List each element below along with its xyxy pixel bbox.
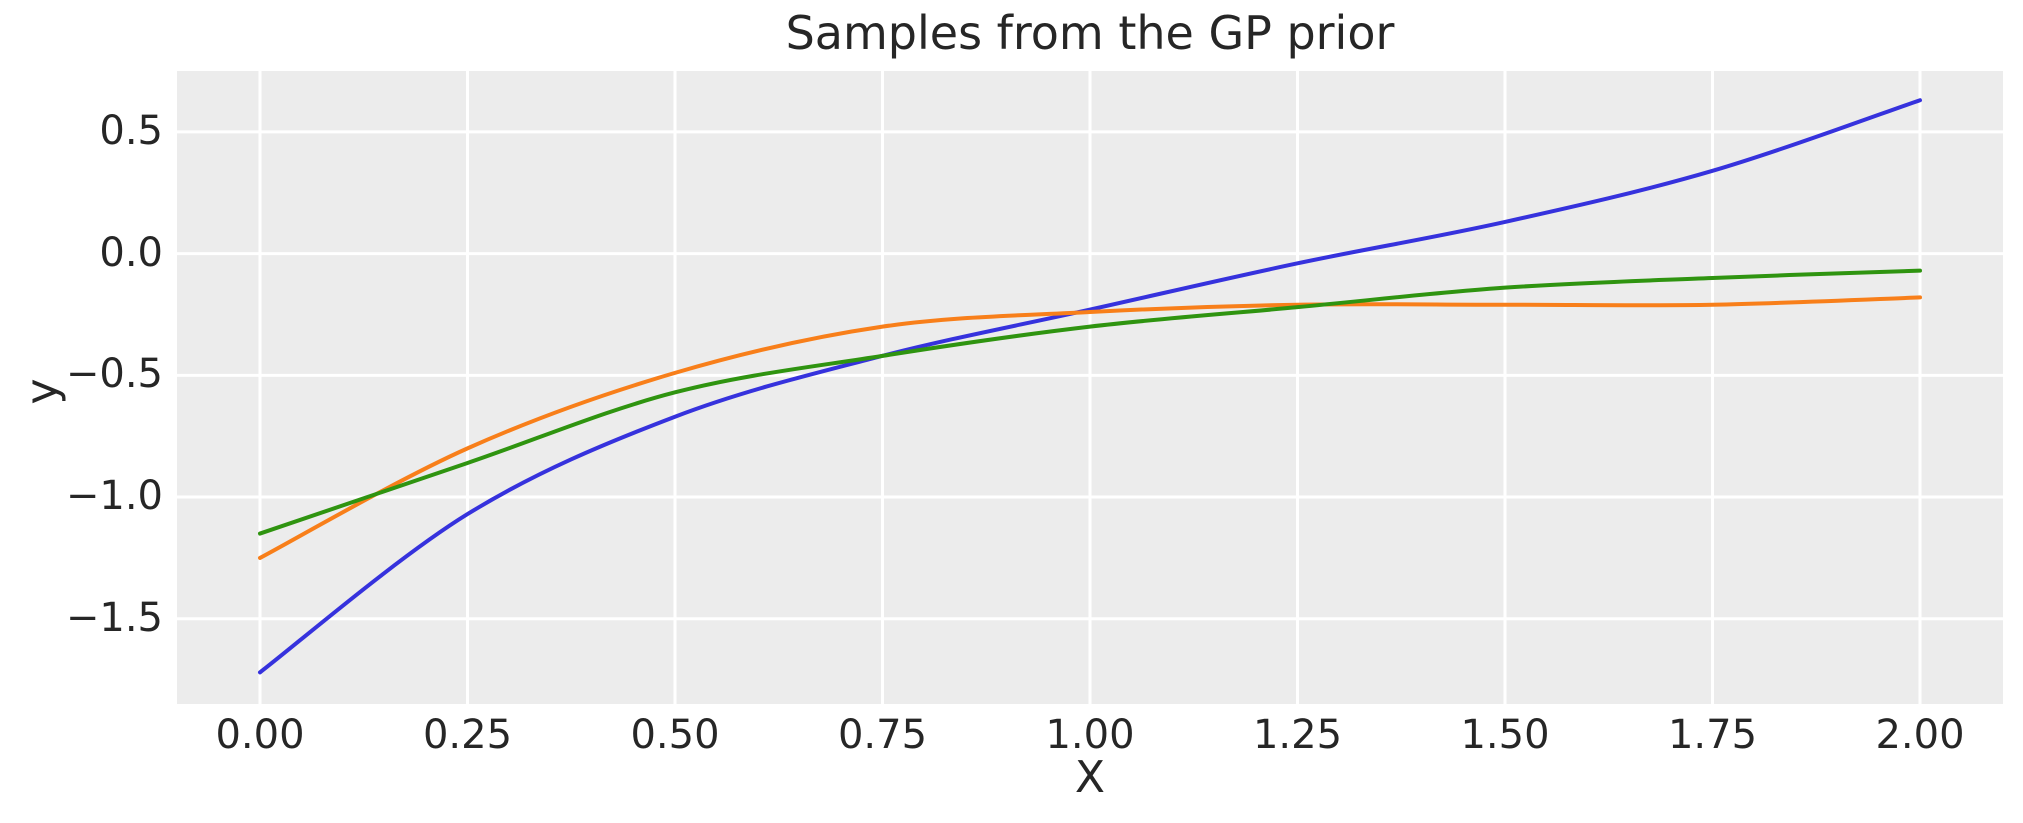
y-tick-label: −1.0 bbox=[65, 473, 163, 520]
y-tick-label: 0.0 bbox=[99, 229, 163, 276]
x-tick-label: 1.25 bbox=[1252, 712, 1343, 758]
x-tick-label: 1.00 bbox=[1045, 712, 1135, 758]
x-tick-label: 1.50 bbox=[1460, 712, 1550, 758]
x-tick-label: 1.75 bbox=[1667, 712, 1758, 758]
chart-title: Samples from the GP prior bbox=[785, 6, 1395, 60]
x-tick-label: 0.00 bbox=[215, 712, 305, 758]
x-tick-label: 0.25 bbox=[422, 712, 513, 758]
x-axis-label: X bbox=[1074, 752, 1106, 803]
y-tick-label: −1.5 bbox=[65, 594, 163, 641]
x-tick-label: 2.00 bbox=[1875, 712, 1965, 758]
y-tick-label: 0.5 bbox=[99, 107, 163, 154]
y-tick-label: −0.5 bbox=[65, 351, 163, 398]
gp-prior-sample-orange bbox=[258, 295, 1922, 560]
x-tick-label: 0.50 bbox=[630, 712, 720, 758]
gp-prior-sample-green bbox=[258, 268, 1922, 536]
x-tick-label: 0.75 bbox=[837, 712, 928, 758]
